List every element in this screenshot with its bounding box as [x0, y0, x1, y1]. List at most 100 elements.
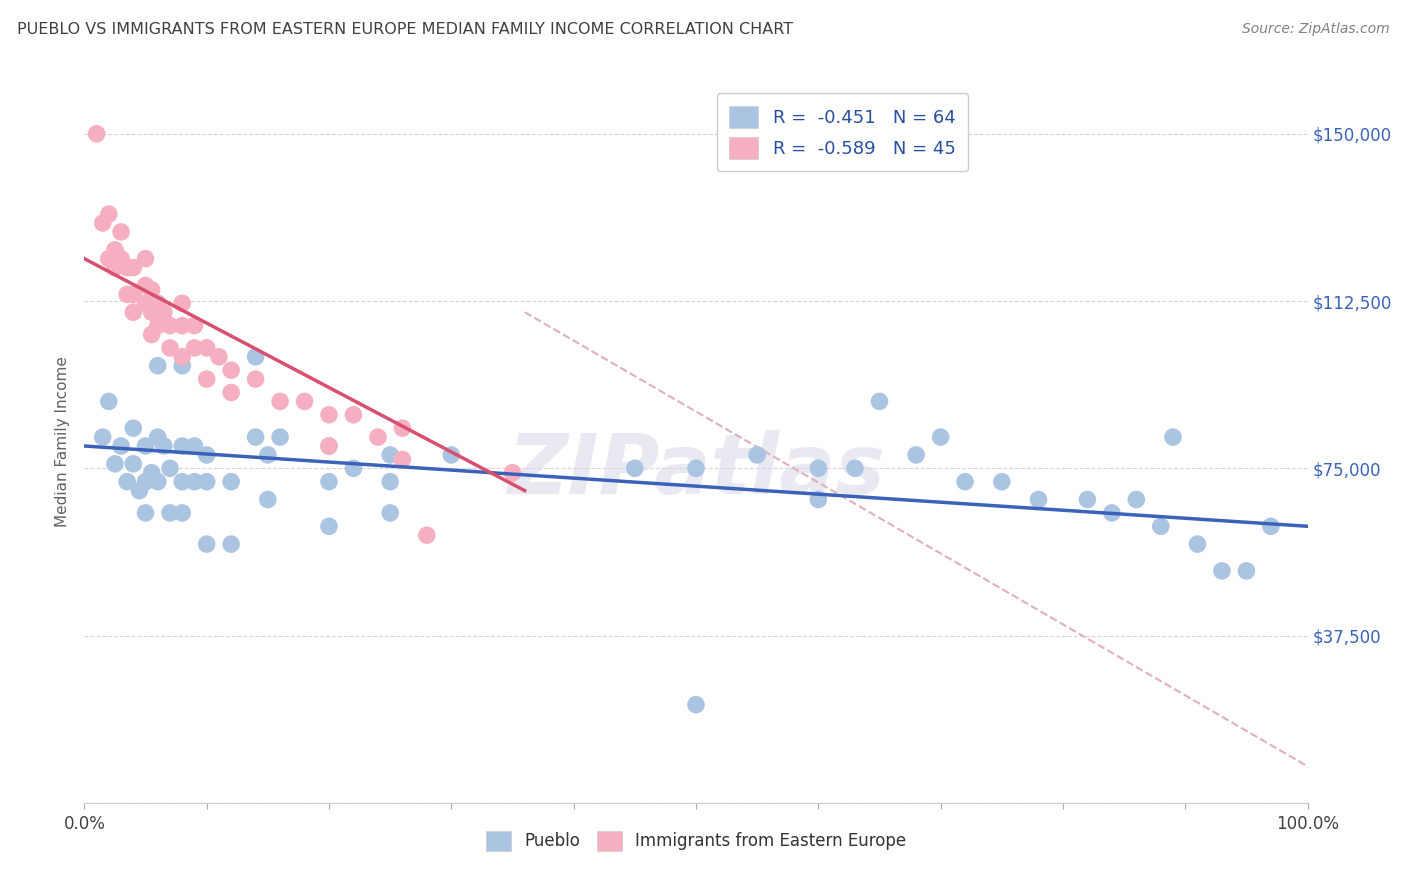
Point	[219, 385, 242, 400]
Point	[1125, 492, 1147, 507]
Point	[342, 408, 364, 422]
Point	[245, 350, 267, 364]
Point	[318, 439, 340, 453]
Point	[195, 341, 218, 355]
Point	[367, 430, 389, 444]
Legend: Pueblo, Immigrants from Eastern Europe: Pueblo, Immigrants from Eastern Europe	[478, 822, 914, 860]
Point	[391, 452, 413, 467]
Point	[122, 421, 145, 435]
Point	[416, 528, 439, 542]
Point	[380, 448, 402, 462]
Point	[342, 461, 364, 475]
Point	[172, 475, 194, 489]
Point	[172, 359, 194, 373]
Point	[159, 461, 181, 475]
Point	[905, 448, 928, 462]
Point	[91, 430, 114, 444]
Point	[141, 305, 163, 319]
Point	[1260, 519, 1282, 533]
Point	[624, 461, 647, 475]
Point	[257, 448, 280, 462]
Point	[86, 127, 108, 141]
Point	[104, 457, 127, 471]
Point	[195, 475, 218, 489]
Point	[318, 519, 340, 533]
Point	[172, 350, 194, 364]
Point	[245, 372, 267, 386]
Point	[159, 341, 181, 355]
Point	[135, 252, 157, 266]
Point	[294, 394, 316, 409]
Point	[1161, 430, 1184, 444]
Point	[502, 466, 524, 480]
Point	[1211, 564, 1233, 578]
Point	[953, 475, 976, 489]
Point	[318, 439, 340, 453]
Point	[141, 327, 163, 342]
Point	[991, 475, 1014, 489]
Point	[146, 296, 169, 310]
Point	[195, 372, 218, 386]
Point	[159, 318, 181, 333]
Point	[183, 475, 205, 489]
Point	[104, 243, 127, 257]
Point	[146, 359, 169, 373]
Point	[807, 492, 830, 507]
Point	[122, 305, 145, 319]
Point	[208, 350, 231, 364]
Point	[122, 287, 145, 301]
Point	[183, 318, 205, 333]
Y-axis label: Median Family Income: Median Family Income	[55, 356, 70, 527]
Point	[257, 492, 280, 507]
Text: ZIPatlas: ZIPatlas	[508, 430, 884, 511]
Point	[172, 439, 194, 453]
Point	[97, 207, 120, 221]
Point	[135, 278, 157, 293]
Point	[195, 448, 218, 462]
Point	[747, 448, 769, 462]
Point	[135, 439, 157, 453]
Point	[172, 506, 194, 520]
Point	[97, 394, 120, 409]
Point	[1236, 564, 1258, 578]
Point	[380, 475, 402, 489]
Text: Source: ZipAtlas.com: Source: ZipAtlas.com	[1241, 22, 1389, 37]
Point	[172, 318, 194, 333]
Point	[115, 260, 138, 275]
Point	[269, 430, 291, 444]
Point	[110, 439, 132, 453]
Point	[440, 448, 463, 462]
Point	[153, 439, 176, 453]
Point	[135, 506, 157, 520]
Point	[97, 252, 120, 266]
Point	[104, 260, 127, 275]
Point	[135, 296, 157, 310]
Point	[146, 318, 169, 333]
Point	[135, 475, 157, 489]
Point	[844, 461, 866, 475]
Point	[110, 252, 132, 266]
Point	[685, 461, 707, 475]
Point	[929, 430, 952, 444]
Point	[141, 283, 163, 297]
Point	[318, 475, 340, 489]
Point	[807, 461, 830, 475]
Text: PUEBLO VS IMMIGRANTS FROM EASTERN EUROPE MEDIAN FAMILY INCOME CORRELATION CHART: PUEBLO VS IMMIGRANTS FROM EASTERN EUROPE…	[17, 22, 793, 37]
Point	[115, 475, 138, 489]
Point	[146, 430, 169, 444]
Point	[219, 537, 242, 551]
Point	[245, 430, 267, 444]
Point	[391, 421, 413, 435]
Point	[318, 408, 340, 422]
Point	[380, 506, 402, 520]
Point	[1076, 492, 1098, 507]
Point	[219, 475, 242, 489]
Point	[269, 394, 291, 409]
Point	[1150, 519, 1173, 533]
Point	[1187, 537, 1209, 551]
Point	[183, 341, 205, 355]
Point	[122, 260, 145, 275]
Point	[146, 475, 169, 489]
Point	[1028, 492, 1050, 507]
Point	[195, 537, 218, 551]
